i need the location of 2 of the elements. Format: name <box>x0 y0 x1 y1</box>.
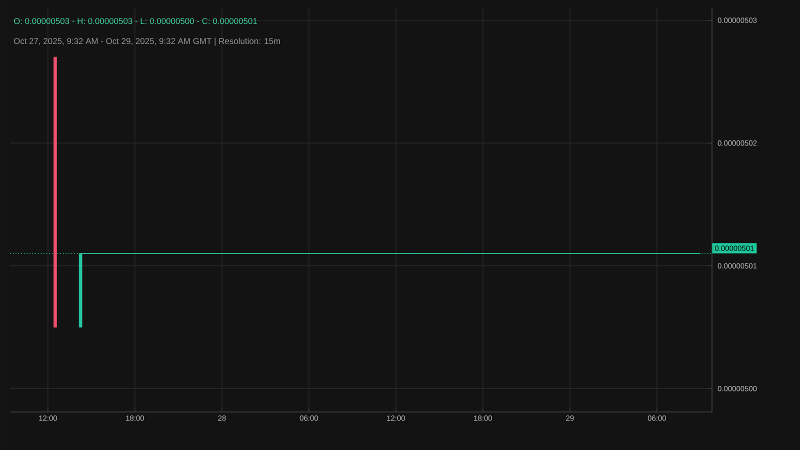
text: O: 0.00000503 - H: 0.00000503 - L: 0.00000500 - C: 0.00000501 <box>14 18 257 24</box>
text: Oct 27, 2025, 9:32 AM - Oct 29, 2025, 9:32 AM GMT | Resolution: 15m <box>14 38 280 46</box>
